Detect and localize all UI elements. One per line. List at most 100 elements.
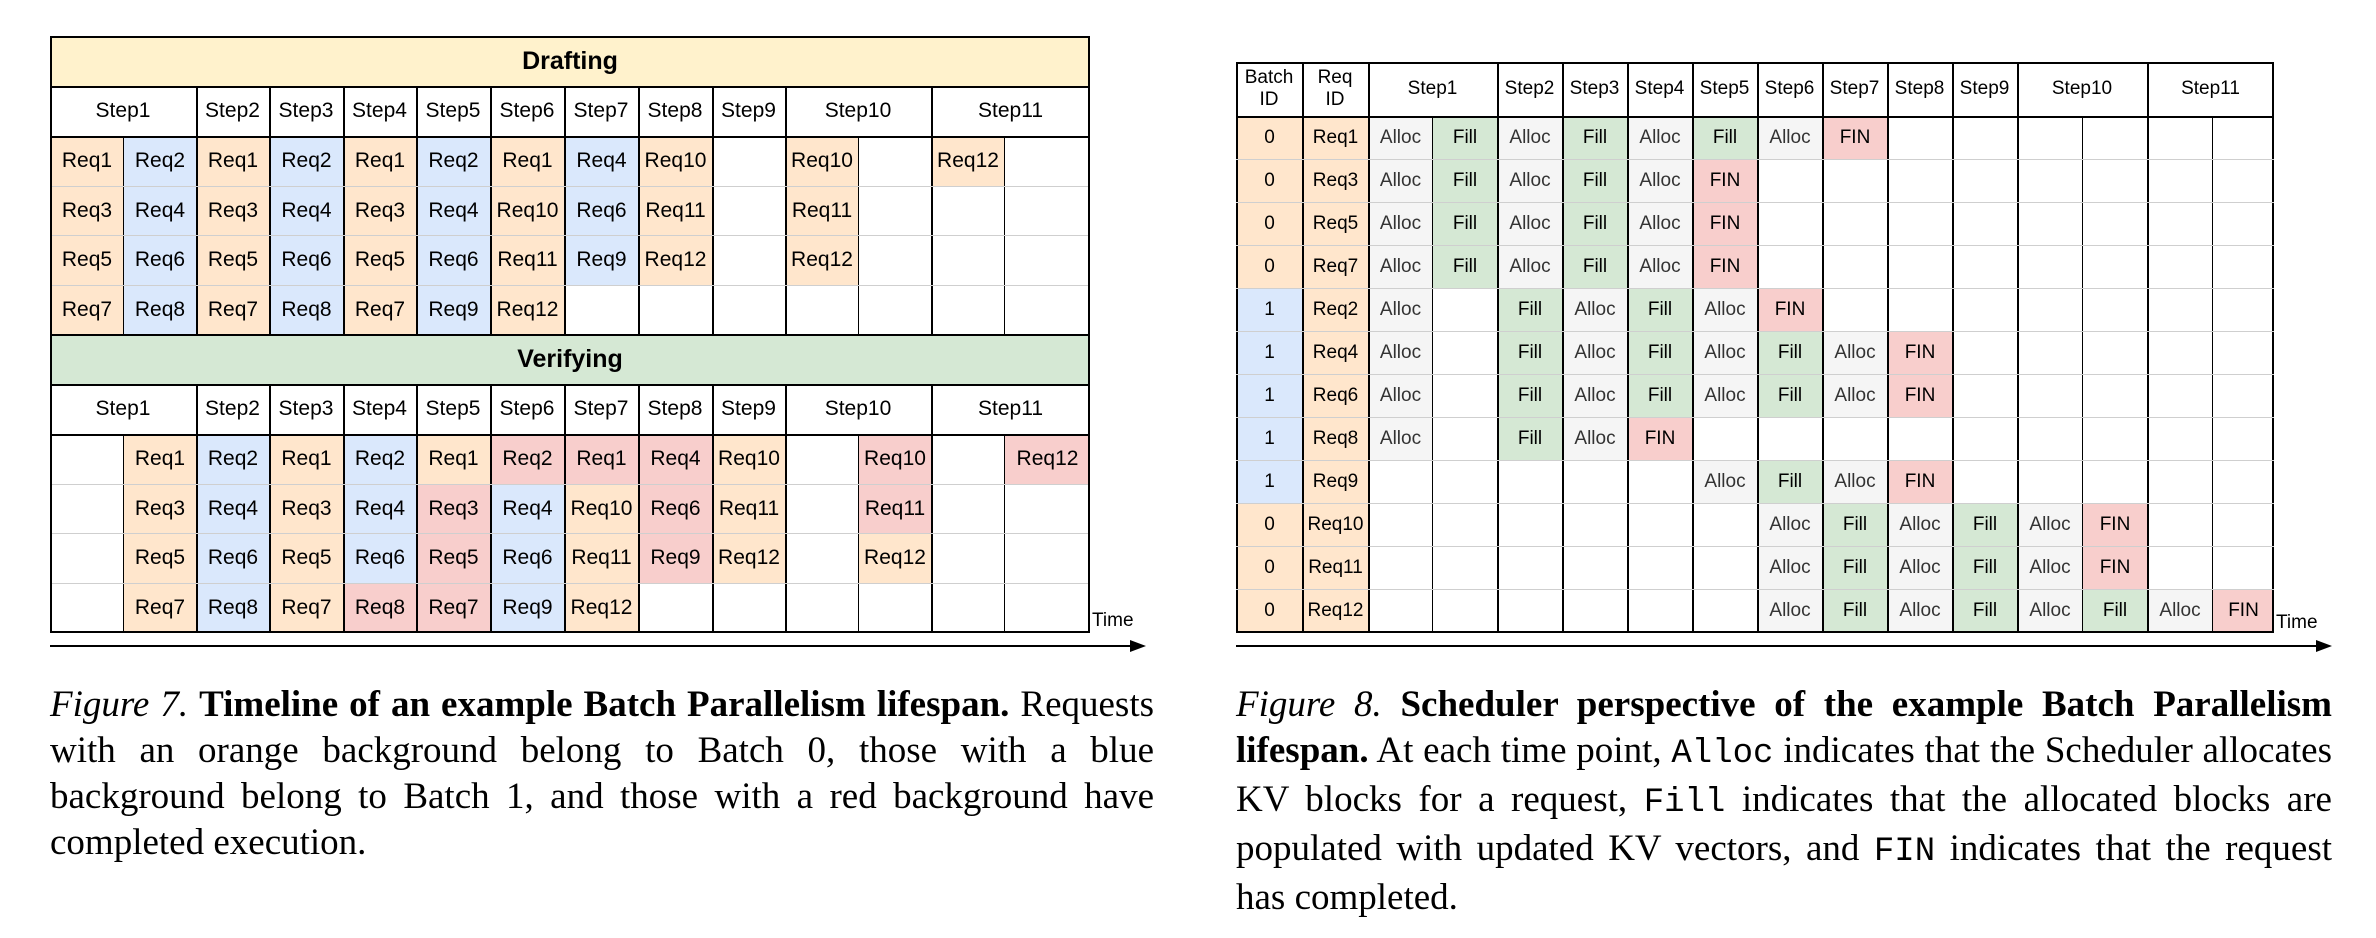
figure-8-label: Figure 8.	[1236, 684, 1382, 725]
row-separator	[1236, 589, 2274, 590]
scheduler-op-cell: Alloc	[1563, 289, 1627, 331]
batch-id-cell: 1	[1237, 332, 1302, 374]
scheduler-op-cell: Alloc	[1823, 332, 1887, 374]
step-divider	[1562, 62, 1564, 632]
verifying-req-cell: Req7	[417, 583, 490, 632]
drafting-step-header: Step11	[978, 99, 1043, 122]
section-top-border	[50, 36, 1090, 38]
scheduler-op-cell: FIN	[1758, 289, 1822, 331]
verifying-req-cell: Req5	[417, 534, 490, 583]
drafting-step-header: Step5	[425, 99, 481, 122]
drafting-step-header: Step2	[205, 99, 260, 122]
req-id-header-text: Req ID	[1317, 67, 1353, 110]
verifying-req-cell: Req5	[270, 534, 343, 583]
drafting-req-cell: Req4	[270, 186, 343, 235]
batch-id-cell: 1	[1237, 418, 1302, 460]
req-id-header: Req ID	[1302, 62, 1368, 116]
row-separator	[1236, 331, 2274, 332]
step-divider	[1692, 62, 1694, 632]
header-bottom-border	[50, 434, 1090, 436]
scheduler-op-cell: Alloc	[1628, 203, 1692, 245]
figure-7-label: Figure 7.	[50, 684, 189, 725]
scheduler-op-cell: Alloc	[2018, 590, 2082, 632]
scheduler-op-cell: Fill	[1823, 504, 1887, 546]
scheduler-op-cell: Alloc	[1758, 590, 1822, 632]
scheduler-op-cell: FIN	[1628, 418, 1692, 460]
scheduler-op-cell: Fill	[1563, 203, 1627, 245]
row-separator	[50, 533, 1090, 534]
req-id-cell: Req9	[1303, 461, 1368, 503]
row-separator	[1236, 417, 2274, 418]
step-divider	[343, 86, 345, 334]
scheduler-op-cell: FIN	[1888, 332, 1952, 374]
verifying-step-header: Step5	[425, 397, 481, 420]
table-left-border	[1236, 62, 1238, 632]
time-axis-line	[1236, 645, 2318, 647]
batch-id-cell: 0	[1237, 246, 1302, 288]
req-id-cell: Req11	[1303, 547, 1368, 589]
verifying-req-cell: Req10	[859, 435, 931, 484]
scheduler-op-cell: Alloc	[1563, 375, 1627, 417]
verifying-req-cell: Req4	[491, 484, 564, 533]
drafting-step-header: Step7	[573, 99, 629, 122]
drafting-req-cell: Req6	[565, 186, 638, 235]
batch-id-cell: 0	[1237, 160, 1302, 202]
scheduler-op-cell: Alloc	[1369, 289, 1432, 331]
verifying-step-header: Step1	[95, 397, 151, 420]
verifying-step-header: Step9	[721, 397, 776, 420]
verifying-req-cell: Req7	[270, 583, 343, 632]
verifying-req-cell: Req1	[417, 435, 490, 484]
batch-id-header: Batch ID	[1236, 62, 1302, 116]
batch-id-cell: 0	[1237, 117, 1302, 159]
scheduler-step-header: Step10	[2051, 78, 2113, 99]
row-separator	[1236, 245, 2274, 246]
scheduler-op-cell: Fill	[2083, 590, 2147, 632]
verifying-step-header: Step8	[647, 397, 703, 420]
verifying-req-cell: Req11	[859, 484, 931, 533]
drafting-req-cell: Req9	[565, 236, 638, 285]
step-divider	[785, 86, 787, 334]
drafting-req-cell: Req12	[491, 285, 564, 334]
scheduler-op-cell: Alloc	[1823, 461, 1887, 503]
req-id-cell: Req10	[1303, 504, 1368, 546]
drafting-req-cell: Req1	[51, 137, 123, 186]
scheduler-op-cell: FIN	[1823, 117, 1887, 159]
code-fin: FIN	[1873, 833, 1936, 871]
req-id-cell: Req6	[1303, 375, 1368, 417]
scheduler-op-cell: Fill	[1953, 590, 2017, 632]
drafting-req-cell: Req1	[491, 137, 564, 186]
drafting-step-header: Step10	[824, 99, 892, 122]
row-separator	[50, 582, 1090, 584]
drafting-req-cell: Req9	[417, 285, 490, 334]
scheduler-op-cell: Alloc	[1758, 547, 1822, 589]
step-divider	[269, 384, 271, 632]
scheduler-step-header: Step2	[1504, 78, 1555, 99]
step-divider	[416, 86, 418, 334]
verifying-req-cell: Req1	[565, 435, 638, 484]
figure-7-timeline: Drafting Step1 Step2 Step3 Step4 Step5 Step6 St…	[50, 36, 1146, 652]
drafting-req-cell: Req10	[491, 186, 564, 235]
batch-id-header-text: Batch ID	[1244, 67, 1294, 110]
drafting-step-header: Step8	[647, 99, 703, 122]
verifying-req-cell: Req6	[639, 484, 712, 533]
drafting-req-cell: Req4	[565, 137, 638, 186]
verifying-req-cell: Req6	[344, 534, 416, 583]
drafting-req-cell: Req12	[932, 137, 1004, 186]
scheduler-op-cell: Alloc	[1369, 418, 1432, 460]
verifying-req-cell: Req2	[344, 435, 416, 484]
batch-id-cell: 0	[1237, 547, 1302, 589]
row-separator	[50, 235, 1090, 236]
row-separator	[50, 284, 1090, 286]
scheduler-step-header: Step9	[1959, 78, 2010, 99]
scheduler-op-cell: Alloc	[2018, 547, 2082, 589]
verifying-req-cell: Req1	[124, 435, 196, 484]
scheduler-op-cell: Alloc	[2018, 504, 2082, 546]
batch-id-cell: 0	[1237, 504, 1302, 546]
verifying-req-cell: Req12	[565, 583, 638, 632]
scheduler-op-cell: Alloc	[1758, 117, 1822, 159]
drafting-req-cell: Req5	[51, 236, 123, 285]
time-axis-arrowhead	[2316, 640, 2332, 652]
drafting-req-cell: Req3	[197, 186, 269, 235]
req-id-cell: Req5	[1303, 203, 1368, 245]
step-divider	[712, 86, 714, 334]
